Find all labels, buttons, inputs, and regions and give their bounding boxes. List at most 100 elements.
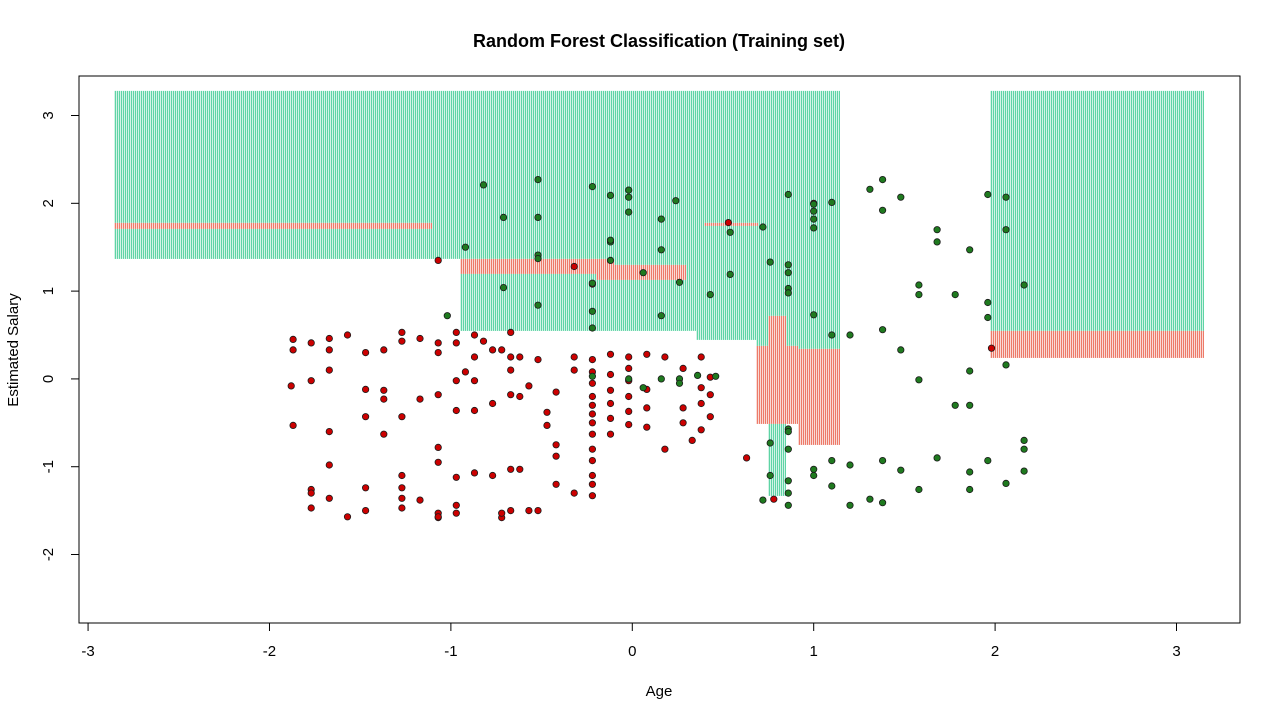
point-class-1	[828, 331, 836, 339]
point-class-0	[534, 506, 542, 515]
point-class-0	[697, 353, 705, 361]
point-class-0	[361, 484, 370, 492]
x-tick-label: 2	[991, 643, 999, 660]
point-class-1	[534, 301, 542, 309]
point-class-1	[1002, 193, 1010, 201]
point-class-0	[643, 350, 651, 358]
point-class-1	[784, 427, 792, 436]
point-class-1	[878, 456, 887, 465]
point-class-0	[452, 328, 460, 336]
point-class-1	[784, 190, 792, 199]
point-class-0	[325, 366, 333, 374]
point-class-1	[1020, 445, 1028, 453]
y-axis: -2 -1 0 1 2 3	[40, 111, 80, 561]
point-class-0	[325, 461, 333, 469]
point-class-0	[606, 414, 615, 422]
point-class-0	[706, 413, 714, 421]
point-class-0	[380, 430, 388, 438]
point-class-0	[398, 484, 406, 492]
point-class-1	[461, 243, 469, 251]
point-class-0	[570, 262, 578, 271]
point-class-0	[625, 420, 633, 429]
point-class-1	[866, 495, 874, 503]
point-class-0	[570, 353, 578, 361]
point-class-1	[915, 485, 923, 494]
point-class-0	[380, 395, 388, 403]
point-class-1	[878, 499, 887, 507]
point-class-1	[639, 384, 647, 392]
point-class-1	[933, 238, 941, 246]
point-class-0	[434, 513, 442, 521]
point-class-1	[606, 236, 615, 244]
point-class-0	[416, 496, 424, 504]
point-class-0	[289, 346, 297, 354]
point-class-0	[343, 331, 352, 339]
point-class-1	[784, 477, 792, 485]
point-class-0	[606, 386, 615, 394]
point-class-1	[915, 290, 923, 299]
point-class-1	[479, 181, 488, 189]
point-class-1	[846, 331, 854, 339]
point-class-0	[434, 256, 442, 264]
point-class-1	[759, 496, 767, 504]
y-tick-label: -2	[40, 548, 57, 561]
point-class-0	[770, 495, 778, 503]
point-class-0	[325, 494, 333, 502]
point-class-1	[828, 456, 836, 465]
x-tick-label: 0	[628, 643, 636, 660]
point-class-0	[643, 404, 651, 412]
point-class-1	[878, 206, 887, 214]
point-class-0	[570, 366, 578, 374]
point-class-1	[784, 261, 792, 269]
point-class-0	[588, 430, 597, 438]
chart-title: Random Forest Classification (Training s…	[473, 31, 845, 51]
point-class-0	[706, 391, 714, 399]
point-class-1	[657, 246, 665, 254]
point-class-0	[552, 480, 560, 488]
point-class-1	[810, 200, 818, 208]
point-class-1	[499, 283, 508, 292]
point-class-1	[588, 183, 597, 191]
point-class-0	[679, 419, 687, 427]
point-class-0	[361, 385, 370, 393]
point-class-0	[606, 370, 615, 379]
point-class-0	[398, 413, 406, 421]
point-class-0	[588, 401, 597, 409]
point-class-1	[606, 191, 615, 199]
point-class-1	[588, 279, 597, 287]
point-class-0	[987, 344, 996, 352]
point-class-0	[343, 513, 352, 521]
point-class-0	[325, 346, 333, 354]
point-class-1	[966, 468, 974, 476]
point-class-0	[416, 334, 424, 343]
point-class-1	[657, 312, 665, 320]
point-class-1	[726, 270, 734, 278]
point-class-0	[398, 328, 406, 336]
point-class-0	[488, 399, 497, 408]
point-class-0	[307, 504, 315, 512]
y-tick-label: -1	[40, 460, 57, 473]
point-class-1	[810, 471, 818, 480]
point-class-1	[878, 326, 887, 334]
point-class-1	[951, 401, 959, 409]
point-class-1	[639, 269, 647, 277]
point-class-1	[606, 256, 615, 264]
point-class-1	[726, 228, 734, 236]
point-class-1	[784, 445, 792, 453]
x-tick-label: -1	[444, 643, 457, 660]
point-class-0	[380, 386, 388, 394]
point-class-1	[810, 224, 818, 232]
point-class-1	[759, 223, 767, 231]
point-class-1	[810, 465, 818, 473]
point-class-0	[516, 353, 524, 361]
point-class-1	[693, 371, 702, 379]
point-class-0	[588, 471, 597, 480]
point-class-0	[289, 421, 297, 429]
point-class-1	[534, 255, 542, 263]
y-tick-label: 2	[40, 199, 57, 207]
point-class-0	[525, 506, 533, 515]
point-class-0	[498, 346, 506, 354]
point-class-0	[552, 441, 560, 449]
point-class-0	[588, 419, 597, 427]
point-class-1	[1020, 281, 1028, 289]
